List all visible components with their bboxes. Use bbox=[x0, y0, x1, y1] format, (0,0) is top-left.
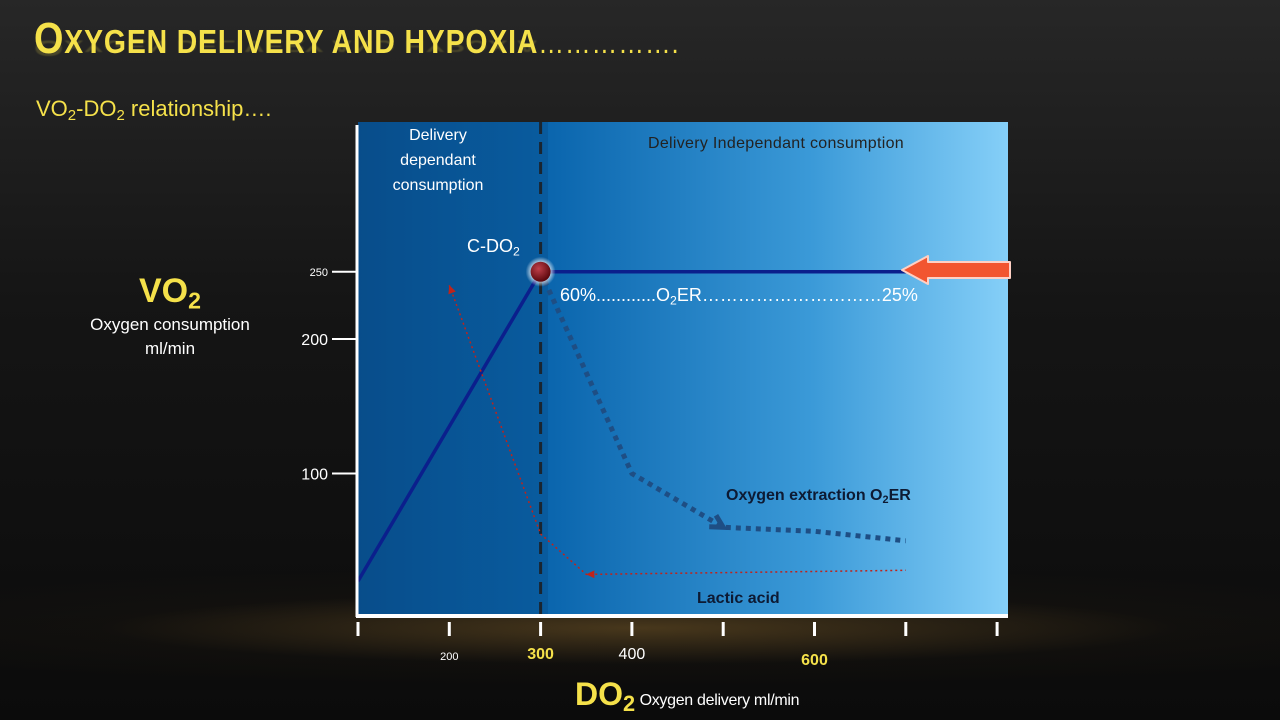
title-trail: ……………. bbox=[538, 27, 680, 60]
y-axis-label: VO2 Oxygen consumption ml/min bbox=[90, 272, 250, 358]
x-tick-label: 200 bbox=[440, 651, 458, 663]
delivery-independant-label: Delivery Independant consumption bbox=[648, 135, 904, 152]
y-tick-label: 200 bbox=[301, 332, 328, 349]
dependent-zone-shade bbox=[358, 122, 548, 616]
y-tick-label: 250 bbox=[310, 267, 328, 279]
critical-point-marker bbox=[530, 261, 551, 282]
subtitle: VO2-DO2 relationship…. bbox=[36, 96, 272, 125]
title-text: XYGEN DELIVERY AND HYPOXIA bbox=[64, 23, 539, 60]
lactic-acid-label: Lactic acid bbox=[697, 590, 780, 607]
extraction-ratio-label: 60%............O2ER…………………………25% bbox=[560, 285, 918, 308]
y-tick-label: 100 bbox=[301, 467, 328, 484]
lactic-arrowhead-left bbox=[586, 570, 595, 579]
left-arrow-icon bbox=[901, 255, 1011, 285]
x-axis-label: DO2 Oxygen delivery ml/min bbox=[575, 676, 800, 717]
x-tick-label: 300 bbox=[527, 646, 554, 663]
chart-panel bbox=[358, 122, 1008, 616]
x-tick-label: 600 bbox=[801, 652, 828, 669]
lactic-arrowhead-up bbox=[448, 285, 456, 295]
o2er-series-label: Oxygen extraction O2ER bbox=[726, 487, 911, 507]
title-initial: O bbox=[34, 14, 65, 63]
critical-do2-label: C-DO2 bbox=[467, 236, 520, 259]
x-tick-label: 400 bbox=[619, 646, 646, 663]
o2er-arrowhead bbox=[709, 514, 728, 530]
delivery-dependant-label: Delivery dependant consumption bbox=[392, 127, 484, 194]
page-title: OXYGEN DELIVERY AND HYPOXIA……………. bbox=[34, 14, 680, 64]
series-lactic-acid-line bbox=[448, 284, 906, 576]
